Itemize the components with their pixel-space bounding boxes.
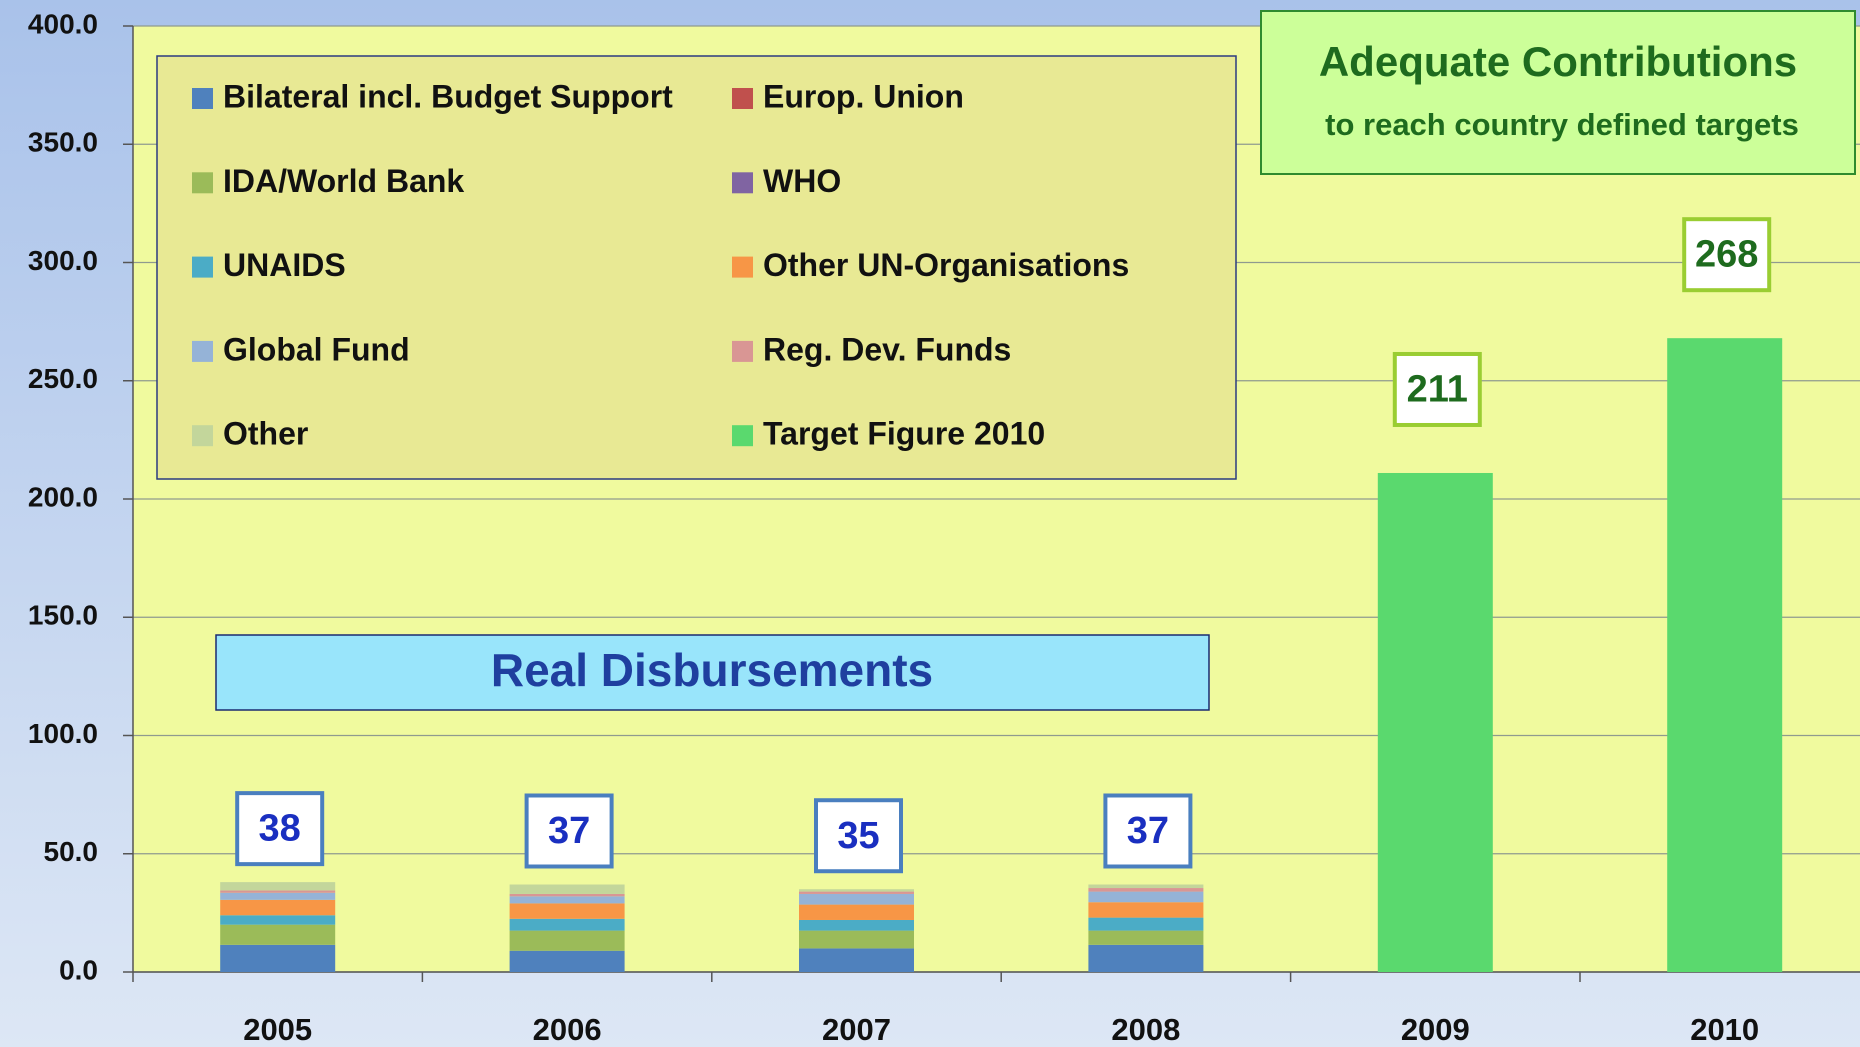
legend-swatch (732, 88, 753, 109)
x-tick-label: 2010 (1690, 1012, 1759, 1047)
legend-swatch (192, 256, 213, 278)
legend-label: Other (223, 416, 308, 452)
bar-segment (220, 915, 336, 925)
x-tick-label: 2005 (243, 1012, 312, 1047)
legend-label: Reg. Dev. Funds (763, 331, 1011, 367)
annotation: Adequate Contributions (1319, 38, 1797, 85)
legend-label: Bilateral incl. Budget Support (223, 78, 673, 114)
annotation: Real Disbursements (491, 644, 933, 696)
value-label: 35 (837, 815, 879, 857)
bar-segment (220, 899, 336, 916)
bar-segment (1088, 884, 1204, 889)
value-label: 211 (1407, 369, 1468, 411)
bar-segment (799, 889, 914, 892)
bar-segment (509, 893, 625, 897)
annotation-box (215, 634, 1210, 711)
annotation-box (1260, 10, 1856, 175)
bar-segment (1377, 472, 1493, 972)
bar-segment (220, 882, 336, 891)
bar-segment (220, 890, 336, 893)
bar-segment (1088, 930, 1204, 945)
y-tick-label: 150.0 (28, 600, 98, 631)
value-label-box (1392, 351, 1482, 427)
value-label-box (235, 791, 325, 867)
legend-swatch (732, 340, 753, 362)
bar-segment (1088, 917, 1204, 931)
legend-swatch (192, 88, 213, 109)
legend-swatch (732, 172, 753, 194)
bar-segment (1667, 338, 1783, 972)
legend-swatch (192, 425, 213, 447)
bar-segment (220, 892, 336, 900)
y-tick-label: 400.0 (28, 8, 98, 39)
value-label: 268 (1695, 234, 1758, 276)
value-label-box (524, 793, 614, 869)
legend-swatch (192, 172, 213, 194)
legend-label: WHO (763, 163, 841, 199)
bar-segment (1088, 902, 1204, 918)
x-tick-label: 2006 (533, 1012, 602, 1047)
x-tick-label: 2009 (1401, 1012, 1470, 1047)
x-tick-label: 2007 (822, 1012, 891, 1047)
bar-segment (509, 884, 625, 894)
bar-segment (509, 918, 625, 931)
value-label-box (814, 798, 903, 874)
x-tick-label: 2008 (1111, 1012, 1180, 1047)
bar-segment (799, 891, 914, 894)
y-tick-label: 200.0 (28, 481, 98, 512)
bar-segment (220, 944, 336, 972)
bar-segment (509, 930, 625, 951)
y-tick-label: 300.0 (28, 245, 98, 276)
bar-segment (1088, 944, 1204, 972)
bar-segment (799, 919, 914, 931)
bar-segment (1088, 891, 1204, 903)
y-tick-label: 250.0 (28, 363, 98, 394)
value-label: 38 (259, 808, 301, 850)
bar-segment (509, 896, 625, 904)
bar-segment (799, 893, 914, 905)
value-label-box (1103, 793, 1193, 869)
bar-segment (1088, 888, 1204, 892)
legend-label: Global Fund (223, 331, 410, 367)
y-tick-label: 350.0 (28, 127, 98, 158)
y-tick-label: 50.0 (44, 836, 99, 867)
legend-swatch (192, 340, 213, 362)
legend-swatch (732, 425, 753, 447)
y-tick-label: 100.0 (28, 718, 98, 749)
legend-label: UNAIDS (223, 247, 346, 283)
legend-label: Europ. Union (763, 78, 964, 114)
legend-swatch (732, 256, 753, 278)
legend-label: Other UN-Organisations (763, 247, 1129, 283)
bar-segment (220, 924, 336, 945)
legend-box (156, 55, 1237, 480)
value-label-box (1682, 217, 1772, 293)
bar-segment (509, 950, 625, 972)
bar-segment (799, 930, 914, 949)
legend-label: IDA/World Bank (223, 163, 464, 199)
y-tick-label: 0.0 (59, 954, 98, 985)
bar-segment (799, 904, 914, 920)
annotation: to reach country defined targets (1325, 107, 1799, 142)
bar-segment (509, 903, 625, 919)
bar-segment (799, 948, 914, 972)
legend-label: Target Figure 2010 (763, 416, 1045, 452)
value-label: 37 (548, 810, 590, 852)
value-label: 37 (1127, 810, 1169, 852)
